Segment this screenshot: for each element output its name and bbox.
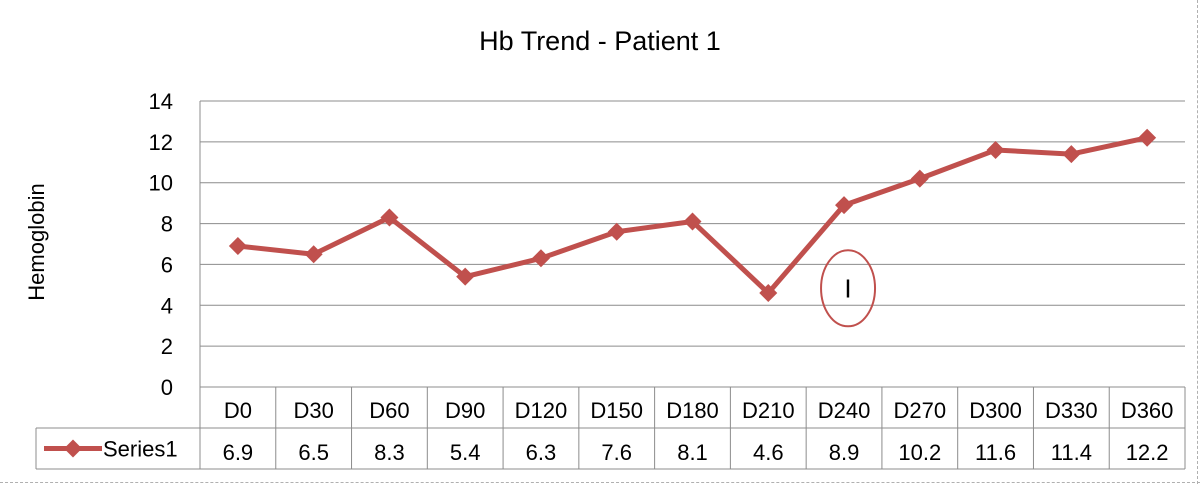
- data-point: [380, 208, 399, 227]
- y-tick-label: 4: [161, 293, 173, 318]
- annotation-ellipse: [820, 249, 877, 328]
- data-point: [228, 237, 247, 256]
- x-category-label: D270: [894, 398, 947, 423]
- x-category-label: D90: [445, 398, 485, 423]
- data-point: [1062, 145, 1081, 164]
- x-category-label: D180: [666, 398, 719, 423]
- series-line: [228, 128, 1157, 303]
- y-tick-label: 2: [161, 334, 173, 359]
- x-category-label: D330: [1045, 398, 1098, 423]
- x-category-label: D150: [590, 398, 643, 423]
- data-table-value: 6.3: [526, 440, 557, 465]
- data-table-value: 12.2: [1126, 440, 1169, 465]
- data-table-value: 8.3: [374, 440, 405, 465]
- annotation-label: I: [844, 273, 851, 303]
- data-table-value: 11.4: [1051, 440, 1092, 465]
- annotation: I: [820, 249, 877, 328]
- data-table-value: 6.9: [223, 440, 254, 465]
- x-category-label: D30: [293, 398, 333, 423]
- data-table: D0 D30 D60 D90 D120 D150 D180 D210 D240 D270 D300 D…: [35, 386, 1186, 470]
- legend-marker: [64, 439, 82, 458]
- data-table-value: 8.9: [829, 440, 860, 465]
- y-tick-label: 10: [149, 171, 173, 196]
- y-tick-label: 14: [149, 89, 173, 114]
- data-point: [835, 196, 854, 215]
- x-category-label: D210: [742, 398, 795, 423]
- data-table-value: 10.2: [898, 440, 941, 465]
- data-point: [456, 267, 475, 286]
- data-point: [1138, 128, 1157, 147]
- x-category-label: D0: [224, 398, 252, 423]
- y-axis: 0 2 4 6 8 10 12 14: [149, 89, 173, 400]
- x-category-label: D360: [1121, 398, 1174, 423]
- y-tick-label: 12: [149, 130, 173, 155]
- x-category-label: D120: [515, 398, 568, 423]
- gridlines: [199, 100, 1185, 388]
- data-point: [607, 222, 626, 241]
- data-table-value: 7.6: [601, 440, 632, 465]
- data-table-value: 11.6: [975, 440, 1016, 465]
- chart-border-bottom: [0, 482, 1200, 483]
- x-category-label: D240: [818, 398, 871, 423]
- x-category-label: D60: [369, 398, 409, 423]
- y-tick-label: 8: [161, 212, 173, 237]
- chart-title: Hb Trend - Patient 1: [479, 26, 721, 56]
- y-axis-title: Hemoglobin: [24, 183, 49, 300]
- data-point: [986, 141, 1005, 160]
- data-table-value: 5.4: [450, 440, 481, 465]
- data-point: [759, 284, 778, 303]
- x-category-label: D300: [969, 398, 1022, 423]
- y-tick-label: 0: [161, 375, 173, 400]
- data-table-value: 4.6: [753, 440, 784, 465]
- chart-border-right: [1197, 0, 1198, 484]
- data-table-value: 8.1: [677, 440, 708, 465]
- data-table-value: 6.5: [298, 440, 329, 465]
- data-point: [910, 169, 929, 188]
- data-point: [683, 212, 702, 231]
- y-tick-label: 6: [161, 252, 173, 277]
- data-point: [531, 249, 550, 268]
- legend-label: Series1: [103, 437, 178, 462]
- data-point: [304, 245, 323, 264]
